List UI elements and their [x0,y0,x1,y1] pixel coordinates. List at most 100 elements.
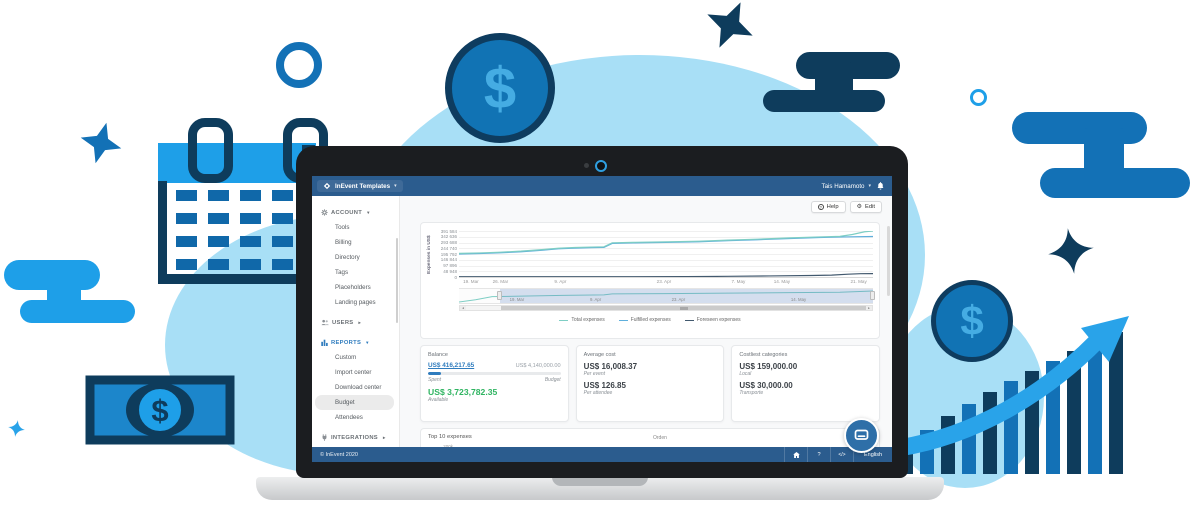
legend-swatch [559,319,569,321]
sidebar-section-reports[interactable]: REPORTS ▾ [312,335,399,350]
gridline [459,231,873,232]
sidebar-section-label: INTEGRATIONS [331,434,378,441]
main-content: ? Help ⚙ Edit Expenses in US$ 391 584 342… [400,196,892,447]
chart-range-navigator[interactable]: 19. Mar 9. Apr 23. Apr 14. May [459,288,875,304]
user-name: Tais Hamamoto [821,182,865,190]
sparkle-icon [1048,228,1094,274]
edit-button[interactable]: ⚙ Edit [849,201,882,213]
x-axis-ticks: 19. Mar 26. Mar 9. Apr 23. Apr 7. May 14. May… [459,277,873,285]
navigator-selection[interactable] [500,289,873,303]
sidebar-item-budget[interactable]: Budget [315,395,394,410]
per-attendee-label: Per attendee [583,390,613,396]
calendar-cell [240,236,261,247]
legend-label: Total expenses [571,317,605,323]
chevron-down-icon: ▾ [367,209,370,215]
x-tick-label: 26. Mar [492,279,509,284]
calendar-cell [208,259,229,270]
y-axis-label: Expenses in US$ [427,235,432,275]
chart-legend: Total expenses Fulfilled expenses Foreseen… [427,317,873,323]
footer-help-button[interactable]: ? [807,447,830,462]
growth-chart-illustration [893,316,1129,474]
spent-value-link[interactable]: US$ 416,217.65 [428,362,475,369]
y-tick-label: 391 584 [440,228,457,234]
sidebar-item-placeholders[interactable]: Placeholders [335,284,371,291]
main-scrollbar[interactable] [887,226,890,296]
cloud-shape [763,50,903,115]
navigator-label: 9. Apr [589,297,602,302]
users-icon [321,319,329,326]
top10-expenses-card: Top 10 expenses Orden 200k [420,428,880,447]
scroll-left-arrow[interactable]: ◂ [460,306,466,310]
sidebar-item-attendees[interactable]: Attendees [335,414,363,421]
series-line-foreseen-expenses [459,274,873,277]
workspace-selector[interactable]: InEvent Templates ▾ [317,180,403,192]
calendar-cell [272,236,293,247]
circle-ring-icon [276,42,322,88]
category-value: US$ 30,000.00 [739,381,793,390]
y-tick-label: 244 740 [440,245,457,251]
svg-text:$: $ [151,393,168,428]
y-tick-label: 195 792 [440,251,457,257]
bell-icon[interactable] [877,182,884,190]
sidebar-item-directory[interactable]: Directory [335,254,360,261]
home-button[interactable] [784,447,807,462]
help-button[interactable]: ? Help [810,201,846,213]
brand-name: InEvent Templates [335,182,391,190]
sidebar-item-tags[interactable]: Tags [335,269,349,276]
sidebar-item-download-center[interactable]: Download center [335,384,382,391]
gridline [459,259,873,261]
gridline [459,277,873,278]
help-label: Help [826,204,839,210]
gridline [459,248,873,250]
gridline [459,265,873,267]
sidebar-section-account[interactable]: ACCOUNT ▾ [312,205,399,220]
sidebar-item-billing[interactable]: Billing [335,239,352,246]
costliest-categories-card: Costliest categories US$ 159,000.00 Loca… [731,345,881,422]
x-tick-label: 14. May [773,279,791,284]
y-axis-ticks: 391 584 342 636 293 688 244 740 195 792 146 8… [435,228,459,280]
language-selector[interactable]: English [853,447,892,462]
spent-label: Spent [428,377,442,383]
card-title: Average cost [583,352,616,358]
card-title: Costliest categories [739,352,788,358]
calendar-cell [208,213,229,224]
scroll-right-arrow[interactable]: ▸ [866,306,872,310]
sidebar-section-users[interactable]: USERS ▸ [312,315,399,330]
y-tick-label: 97 896 [443,263,457,268]
sidebar-section-label: USERS [332,319,354,326]
user-menu[interactable]: Tais Hamamoto ▾ [822,183,872,190]
question-icon: ? [817,204,824,210]
app-topbar: InEvent Templates ▾ Tais Hamamoto ▾ [312,176,892,196]
chart-horizontal-scrollbar[interactable]: ◂ ▸ [459,305,873,311]
plug-icon [321,434,328,441]
series-line-total-expenses [459,231,873,253]
sidebar-scrollbar[interactable] [396,238,398,323]
axis-tick: 200k [443,444,453,447]
sidebar-section-integrations[interactable]: INTEGRATIONS ▸ [312,430,399,445]
navigator-handle[interactable] [870,291,875,300]
sidebar-item-import-center[interactable]: Import center [335,369,372,376]
sidebar-item-tools[interactable]: Tools [335,224,350,231]
legend-item[interactable]: Foreseen expenses [684,317,741,323]
chat-button[interactable] [844,418,879,453]
column-header: Orden [653,435,667,441]
expenses-plot [459,231,873,278]
home-icon [792,451,800,458]
calendar-cell [272,259,293,270]
scrollbar-thumb[interactable] [501,306,866,310]
legend-item[interactable]: Fulfilled expenses [618,317,671,323]
footer-code-button[interactable]: </> [830,447,853,462]
chevron-right-icon: ▸ [358,319,362,325]
camera-icon [595,160,607,172]
navigator-handle[interactable] [497,291,503,300]
navigator-label: 23. Apr [671,297,686,302]
inevent-dashboard: InEvent Templates ▾ Tais Hamamoto ▾ ACCO… [312,176,892,462]
cloud-shape [2,258,136,324]
gear-icon [321,209,328,216]
sidebar-item-custom[interactable]: Custom [335,354,357,361]
gridline [459,254,873,255]
sidebar-item-landing-pages[interactable]: Landing pages [335,299,376,306]
x-tick-label: 19. Mar [463,279,479,284]
calendar-cell [240,190,261,201]
legend-item[interactable]: Total expenses [559,317,605,323]
